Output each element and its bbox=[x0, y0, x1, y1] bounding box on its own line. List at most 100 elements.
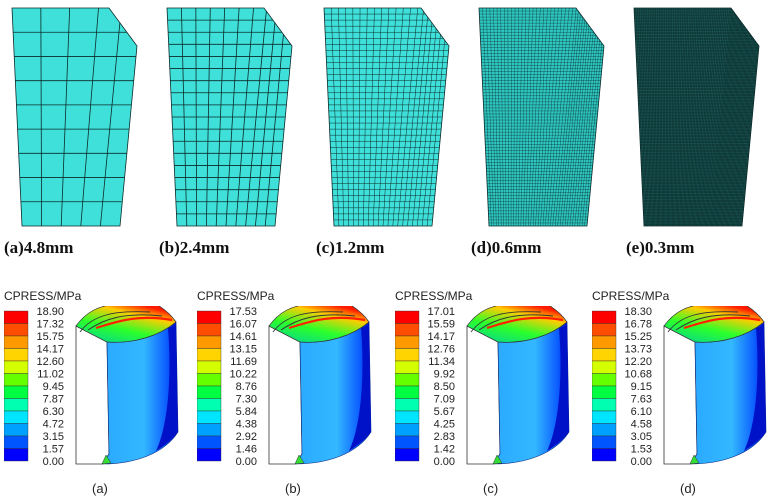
contour-caption-c: (c) bbox=[483, 481, 499, 496]
colorbar-label: 4.25 bbox=[434, 419, 455, 431]
colorbar-segment bbox=[197, 335, 222, 349]
colorbar bbox=[4, 310, 29, 462]
colorbar-label: 8.50 bbox=[434, 381, 455, 393]
colorbar-label: 5.84 bbox=[236, 406, 257, 418]
colorbar-segment bbox=[4, 385, 29, 399]
colorbar-segment bbox=[4, 323, 29, 337]
colorbar-label: 1.53 bbox=[631, 444, 652, 456]
ridge-line bbox=[272, 311, 344, 333]
contour-caption-a: (a) bbox=[92, 481, 108, 496]
contour-caption-d: (d) bbox=[680, 481, 696, 496]
mesh-caption-b: (b)2.4mm bbox=[159, 238, 230, 257]
colorbar-label: 3.05 bbox=[631, 431, 652, 443]
colorbar-label: 6.10 bbox=[631, 406, 652, 418]
colorbar-label: 13.15 bbox=[229, 344, 257, 356]
colorbar-segment bbox=[395, 310, 420, 324]
contour-title-c: CPRESS/MPa bbox=[395, 289, 473, 303]
ridge-line bbox=[486, 316, 564, 330]
mesh-grid bbox=[324, 7, 449, 227]
colorbar-segment bbox=[4, 423, 29, 437]
contour-panel-a: 18.9017.3215.7514.1712.6011.029.457.876.… bbox=[4, 306, 179, 468]
colorbar-segment bbox=[395, 435, 420, 449]
ridge-line bbox=[95, 316, 173, 330]
colorbar-label: 4.58 bbox=[631, 419, 652, 431]
contour-title-d: CPRESS/MPa bbox=[592, 289, 670, 303]
colorbar-label: 1.57 bbox=[43, 444, 64, 456]
colorbar-segment bbox=[592, 348, 617, 362]
rim bbox=[744, 322, 766, 451]
contour-panel-b: 17.5316.0714.6113.1511.6910.228.767.305.… bbox=[197, 306, 372, 468]
colorbar-label: 7.09 bbox=[434, 394, 455, 406]
colorbar-label: 7.63 bbox=[631, 394, 652, 406]
mesh-panel-b bbox=[166, 7, 293, 227]
colorbar-label: 13.73 bbox=[624, 344, 652, 356]
colorbar-segment bbox=[395, 410, 420, 424]
ridge-line bbox=[683, 316, 761, 330]
colorbar-label: 0.00 bbox=[434, 456, 455, 468]
colorbar-segment bbox=[197, 423, 222, 437]
colorbar-segment bbox=[395, 385, 420, 399]
colorbar-label: 15.75 bbox=[36, 331, 64, 343]
colorbar-label: 0.00 bbox=[631, 456, 652, 468]
colorbar-segment bbox=[592, 310, 617, 324]
notch bbox=[492, 454, 503, 465]
mesh-grid bbox=[479, 7, 604, 227]
colorbar-segment bbox=[395, 323, 420, 337]
notch bbox=[689, 454, 700, 465]
colorbar-segment bbox=[197, 310, 222, 324]
ridge-line bbox=[675, 314, 751, 331]
colorbar-segment bbox=[197, 410, 222, 424]
colorbar-segment bbox=[197, 323, 222, 337]
colorbar-label: 3.15 bbox=[43, 431, 64, 443]
colorbar-label: 16.78 bbox=[624, 319, 652, 331]
colorbar-label: 8.76 bbox=[236, 381, 257, 393]
colorbar bbox=[592, 310, 617, 462]
cut-face bbox=[466, 325, 501, 465]
colorbar-label: 1.46 bbox=[236, 444, 257, 456]
colorbar-segment bbox=[4, 348, 29, 362]
colorbar-segment bbox=[592, 385, 617, 399]
colorbar-label: 11.02 bbox=[37, 369, 64, 381]
colorbar-label: 9.15 bbox=[631, 381, 652, 393]
colorbar-label: 0.00 bbox=[43, 456, 64, 468]
contour-panel-c: 17.0115.5914.1712.7611.349.928.507.095.6… bbox=[395, 306, 570, 468]
colorbar-segment bbox=[4, 335, 29, 349]
colorbar-segment bbox=[197, 348, 222, 362]
colorbar-label: 14.17 bbox=[427, 331, 455, 343]
colorbar-label: 17.32 bbox=[36, 319, 64, 331]
colorbar-label: 12.20 bbox=[624, 356, 652, 368]
colorbar-label: 4.38 bbox=[236, 419, 257, 431]
ridge-line bbox=[478, 314, 554, 331]
colorbar-label: 18.90 bbox=[36, 306, 64, 318]
colorbar-segment bbox=[395, 348, 420, 362]
colorbar-segment bbox=[197, 448, 222, 462]
mesh-grid bbox=[13, 7, 137, 227]
colorbar-segment bbox=[4, 360, 29, 374]
ridge-line bbox=[288, 316, 366, 330]
colorbar-label: 5.67 bbox=[434, 406, 455, 418]
notch bbox=[101, 454, 112, 465]
cut-face bbox=[75, 325, 110, 465]
colorbar-segment bbox=[592, 373, 617, 387]
colorbar-segment bbox=[395, 448, 420, 462]
rim bbox=[349, 322, 371, 451]
colorbar-segment bbox=[4, 310, 29, 324]
colorbar-segment bbox=[4, 398, 29, 412]
ridge-line bbox=[87, 314, 163, 331]
colorbar-segment bbox=[592, 435, 617, 449]
colorbar-label: 18.30 bbox=[624, 306, 652, 318]
mesh-panel-c bbox=[323, 7, 450, 227]
colorbar-label: 10.22 bbox=[229, 369, 257, 381]
colorbar-segment bbox=[395, 373, 420, 387]
colorbar-label: 11.69 bbox=[230, 356, 257, 368]
colorbar bbox=[197, 310, 222, 462]
colorbar-segment bbox=[197, 435, 222, 449]
colorbar-segment bbox=[197, 398, 222, 412]
colorbar-label: 7.30 bbox=[236, 394, 257, 406]
colorbar-segment bbox=[395, 423, 420, 437]
colorbar-segment bbox=[592, 335, 617, 349]
colorbar-segment bbox=[592, 398, 617, 412]
colorbar-segment bbox=[4, 448, 29, 462]
colorbar-segment bbox=[4, 373, 29, 387]
